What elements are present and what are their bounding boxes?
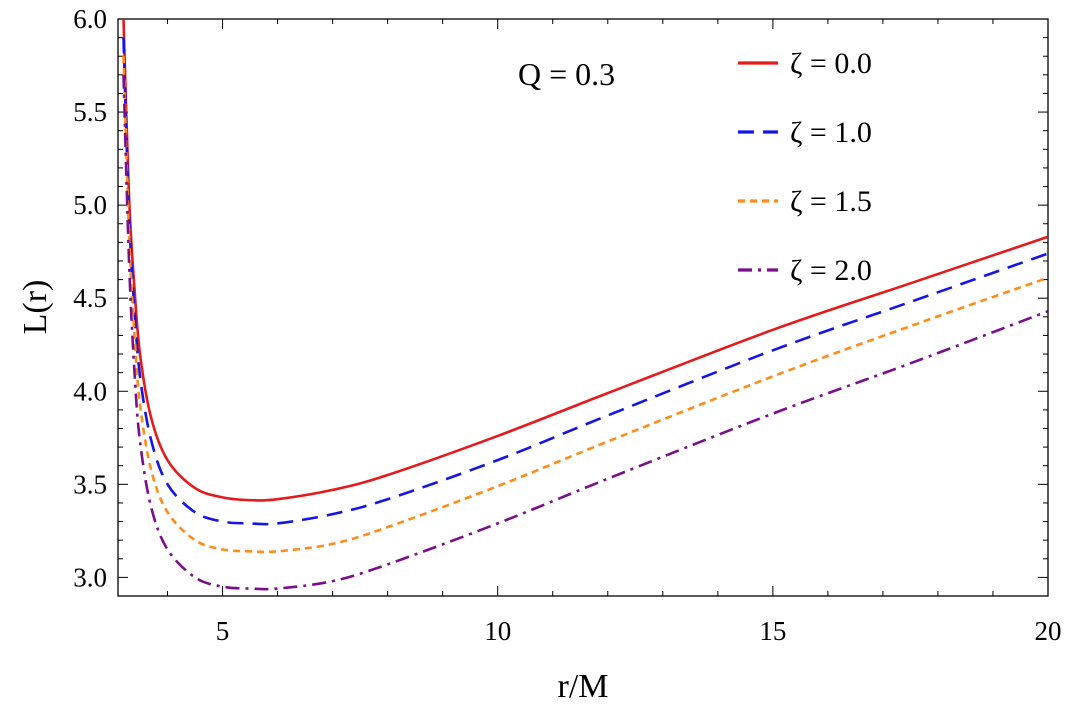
legend-label-2: ζ = 1.5 [790,185,872,218]
series-line-0 [122,19,1048,502]
y-tick-label: 3.0 [73,562,107,592]
legend: ζ = 0.0 ζ = 1.0 ζ = 1.5 ζ = 2.0 [738,47,872,287]
x-tick-label: 10 [484,616,511,646]
series-line-2 [122,56,1048,554]
y-tick-label: 6.0 [73,4,107,34]
series-line-3 [122,74,1048,591]
y-tick-label: 4.0 [73,376,107,406]
axis-ticks [118,18,1049,597]
plot-frame [117,18,1049,597]
legend-label-0: ζ = 0.0 [790,47,872,80]
x-tick-label: 20 [1035,616,1062,646]
y-axis-label: L(r) [17,280,54,335]
x-axis-label: r/M [558,668,609,705]
series-line-1 [122,37,1048,526]
tick-labels: 5 10 15 20 3.0 3.5 4.0 4.5 5.0 5.5 6.0 [73,4,1061,646]
y-tick-label: 5.0 [73,190,107,220]
y-tick-label: 5.5 [73,97,107,127]
x-tick-label: 15 [759,616,786,646]
legend-label-3: ζ = 2.0 [790,254,872,287]
y-tick-label: 3.5 [73,469,107,499]
series-layer [122,19,1048,591]
y-tick-label: 4.5 [73,283,107,313]
x-tick-label: 5 [216,616,230,646]
q-annotation: Q = 0.3 [518,56,615,92]
legend-label-1: ζ = 1.0 [790,116,872,149]
